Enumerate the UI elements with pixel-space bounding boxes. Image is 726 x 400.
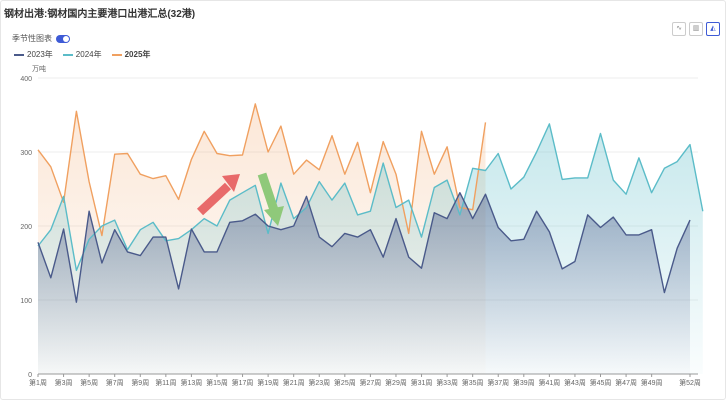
- y-tick-label: 0: [28, 372, 32, 379]
- x-tick-label: 第13周: [181, 378, 203, 387]
- x-tick-label: 第29周: [385, 378, 407, 387]
- area-chart-icon[interactable]: ◭: [706, 22, 720, 36]
- x-tick-label: 第47周: [615, 378, 637, 387]
- legend-swatch-2025: [111, 53, 122, 56]
- y-axis-unit: 万吨: [32, 66, 46, 73]
- toggle-switch-icon[interactable]: [56, 34, 70, 43]
- y-tick-label: 100: [20, 298, 32, 305]
- x-tick-label: 第7周: [106, 378, 124, 387]
- x-tick-label: 第45周: [590, 378, 612, 387]
- legend-label-2024: 2024年: [75, 50, 102, 59]
- legend-item-2024[interactable]: 2024年: [62, 49, 102, 60]
- x-tick-label: 第21周: [283, 378, 305, 387]
- x-tick-label: 第39周: [513, 378, 535, 387]
- x-tick-label: 第43周: [564, 378, 586, 387]
- x-tick-label: 第1周: [29, 378, 47, 387]
- legend-label-2025: 2025年: [124, 50, 151, 59]
- legend-item-2023[interactable]: 2023年: [14, 49, 53, 60]
- x-tick-label: 第52周: [679, 378, 701, 387]
- x-tick-label: 第35周: [462, 378, 484, 387]
- x-tick-label: 第23周: [308, 378, 330, 387]
- x-tick-label: 第33周: [436, 378, 458, 387]
- x-tick-label: 第41周: [538, 378, 560, 387]
- seasonal-toggle-row[interactable]: 季节性图表: [12, 33, 70, 44]
- x-tick-label: 第37周: [487, 378, 509, 387]
- legend-swatch-2023: [14, 53, 24, 56]
- down-arrow-shaft: [257, 172, 279, 212]
- legend-item-2025[interactable]: 2025年: [111, 49, 151, 60]
- legend-label-2023: 2023年: [27, 50, 53, 59]
- x-tick-label: 第49周: [641, 378, 663, 387]
- x-tick-label: 第15周: [206, 378, 228, 387]
- series-line-0[interactable]: [37, 192, 691, 303]
- x-tick-label: 第19周: [257, 378, 279, 387]
- line-chart-icon[interactable]: ∿: [672, 22, 686, 36]
- series-line-2[interactable]: [37, 103, 487, 237]
- bar-chart-icon[interactable]: ▥: [689, 22, 703, 36]
- seasonal-toggle-label: 季节性图表: [12, 34, 52, 43]
- up-arrow-shaft: [196, 182, 232, 216]
- series-area-0: [38, 192, 690, 374]
- x-tick-label: 第5周: [80, 378, 98, 387]
- x-tick-label: 第25周: [334, 378, 356, 387]
- chart-legend: 2023年 2024年 2025年: [14, 49, 150, 60]
- x-tick-label: 第9周: [131, 378, 149, 387]
- down-arrow-head: [264, 206, 284, 226]
- x-tick-label: 第11周: [155, 378, 176, 387]
- legend-swatch-2024: [62, 53, 73, 56]
- chart-type-toolbar: ∿ ▥ ◭: [672, 22, 720, 36]
- x-tick-label: 第3周: [55, 378, 73, 387]
- y-tick-label: 300: [20, 150, 32, 157]
- series-line-1[interactable]: [37, 123, 704, 272]
- chart-title: 钢材出港:钢材国内主要港口出港汇总(32港): [4, 9, 196, 20]
- y-tick-label: 400: [20, 76, 32, 83]
- up-arrow-head: [222, 174, 240, 192]
- x-tick-label: 第17周: [232, 378, 254, 387]
- x-tick-label: 第31周: [411, 378, 433, 387]
- x-tick-label: 第27周: [359, 378, 381, 387]
- y-tick-label: 200: [20, 224, 32, 231]
